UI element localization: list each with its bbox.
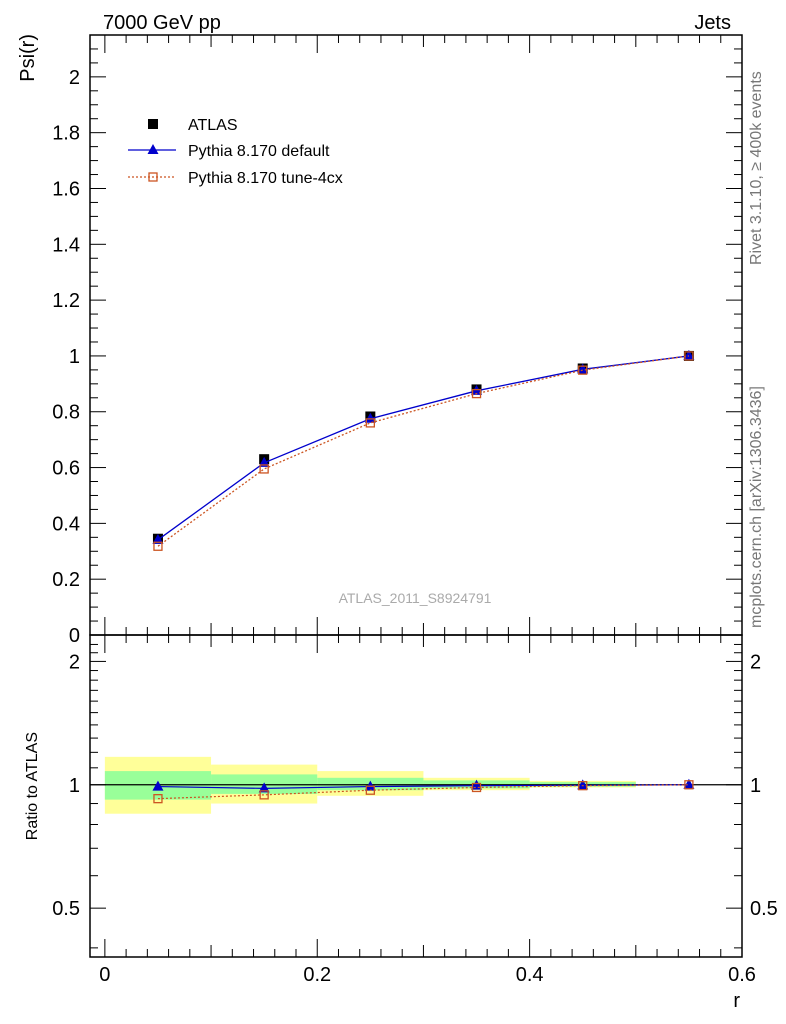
data-point xyxy=(152,533,164,544)
data-point xyxy=(683,349,695,360)
legend-item: Pythia 8.170 default xyxy=(128,143,330,160)
ratio-data-point xyxy=(365,785,375,795)
data-point xyxy=(578,365,588,375)
y-tick-label: 0 xyxy=(69,625,80,647)
x-tick-label: 0 xyxy=(99,964,110,986)
ratio-series-line xyxy=(157,784,689,800)
ratio-data-point xyxy=(684,780,694,790)
ratio-data-point xyxy=(578,781,588,791)
y-tick-label: 0.2 xyxy=(52,569,80,591)
data-point xyxy=(577,363,589,374)
series-2 xyxy=(153,351,694,551)
main-ylabel: Psi(r) xyxy=(17,34,39,82)
y-tick-label: 0.8 xyxy=(52,402,80,424)
legend-item: ATLAS xyxy=(148,117,238,134)
data-point xyxy=(684,351,694,361)
legend-marker xyxy=(148,172,158,182)
legend-item: Pythia 8.170 tune-4cx xyxy=(128,170,343,187)
y-tick-label: 1.8 xyxy=(52,123,80,145)
ratio-y-tick-label: 0.5 xyxy=(52,898,80,920)
watermark: ATLAS_2011_S8924791 xyxy=(339,590,492,606)
y-tick-label: 0.6 xyxy=(52,458,80,480)
ratio-series-line xyxy=(157,784,689,789)
x-tick-label: 0.6 xyxy=(728,964,756,986)
series-line xyxy=(157,355,689,541)
ratio-ylabel: Ratio to ATLAS xyxy=(24,732,41,840)
data-point xyxy=(259,464,269,474)
x-tick-label: 0.4 xyxy=(516,964,544,986)
ratio-data-point xyxy=(683,778,695,789)
data-point xyxy=(364,412,376,423)
legend-label: Pythia 8.170 default xyxy=(188,143,330,160)
ratio-data-point xyxy=(258,782,270,793)
series-1 xyxy=(152,349,695,544)
ratio-y-tick-label: 1 xyxy=(69,775,80,797)
legend-marker xyxy=(147,144,159,154)
data-point xyxy=(471,388,482,399)
ratio-y-tick-label-right: 0.5 xyxy=(750,898,778,920)
y-tick-label: 1 xyxy=(69,346,80,368)
mcplots-label: mcplots.cern.ch [arXiv:1306.3436] xyxy=(748,386,765,628)
data-point xyxy=(365,418,375,428)
ratio-panel: 0.5 0.5 1 1 2 2 0 0.2 0.4 0.6 xyxy=(52,634,778,986)
y-tick-label: 1.4 xyxy=(52,234,80,256)
data-point xyxy=(153,541,163,551)
ratio-y-tick-label-right: 1 xyxy=(750,775,761,797)
ratio-data-point xyxy=(259,790,269,800)
ratio-frame xyxy=(89,634,743,958)
x-tick-label: 0.2 xyxy=(303,964,331,986)
y-tick-label: 2 xyxy=(69,67,80,89)
series-0 xyxy=(152,350,694,544)
ratio-plot-area: 0.5 0.5 1 1 2 2 0 0.2 0.4 0.6 xyxy=(52,635,778,986)
legend-label: ATLAS xyxy=(188,117,238,134)
legend: ATLAS Pythia 8.170 default Pythia 8.170 tu… xyxy=(128,117,343,187)
ratio-data-point xyxy=(152,780,164,791)
legend-marker xyxy=(148,119,158,129)
ratio-series-1 xyxy=(153,780,694,804)
ratio-y-ticks: 0.5 0.5 1 1 2 2 0 0.2 0.4 0.6 xyxy=(52,635,778,986)
header-right: Jets xyxy=(694,12,731,34)
main-y-ticks: 0 0.2 0.4 0.6 0.8 1 1.2 1.4 1.6 1.8 2 xyxy=(52,35,743,647)
y-tick-label: 0.4 xyxy=(52,513,80,535)
y-tick-label: 1.6 xyxy=(52,178,80,200)
y-tick-label: 1.2 xyxy=(52,290,80,312)
main-panel: 0 0.2 0.4 0.6 0.8 1 1.2 1.4 1.6 1.8 2 ATLAS_2011_S… xyxy=(52,34,743,647)
header-left: 7000 GeV pp xyxy=(103,12,221,34)
series-line xyxy=(157,355,689,547)
main-plot-area: 0 0.2 0.4 0.6 0.8 1 1.2 1.4 1.6 1.8 2 xyxy=(52,35,743,647)
ratio-data-point xyxy=(471,782,482,793)
ratio-y-tick-label-right: 2 xyxy=(750,651,761,673)
ratio-data-point xyxy=(153,794,163,804)
legend-label: Pythia 8.170 tune-4cx xyxy=(188,170,343,187)
ratio-y-tick-label: 2 xyxy=(69,651,80,673)
xlabel: r xyxy=(733,990,740,1012)
rivet-label: Rivet 3.1.10, ≥ 400k events xyxy=(748,71,765,265)
ratio-data-point xyxy=(577,779,589,790)
